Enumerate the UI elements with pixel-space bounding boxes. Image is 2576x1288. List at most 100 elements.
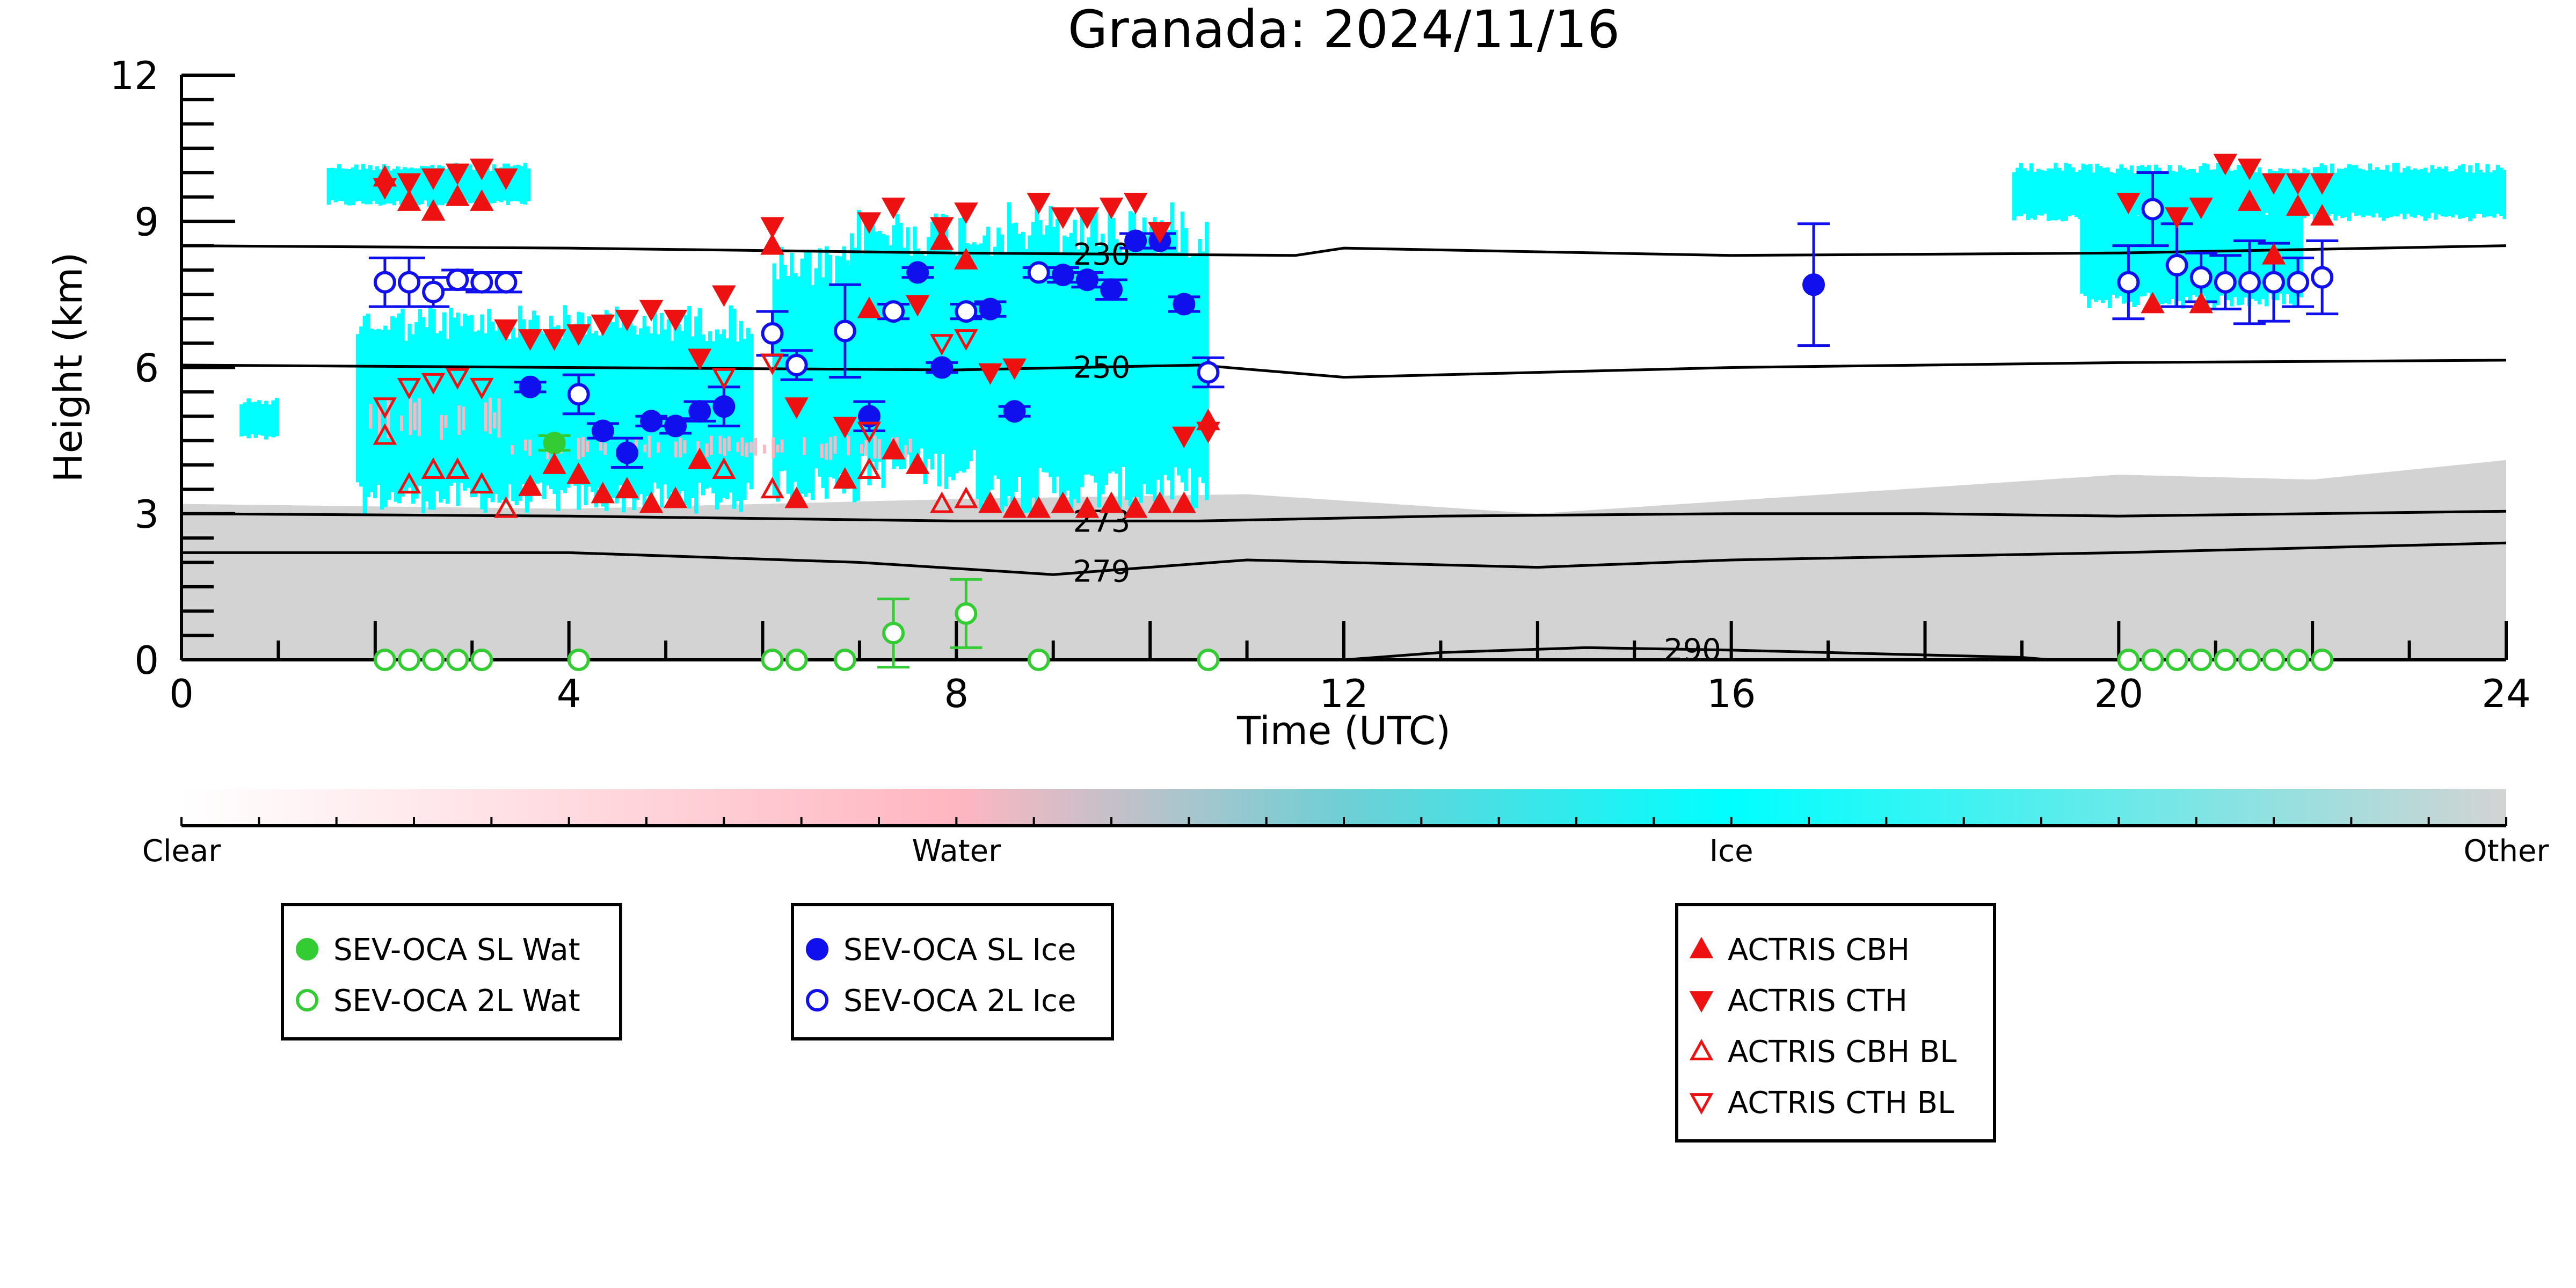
data-point	[397, 649, 420, 671]
ice-column	[2047, 168, 2051, 221]
data-point	[639, 300, 664, 322]
data-point	[998, 400, 1031, 423]
data-point	[1192, 356, 1225, 389]
water-streak	[674, 441, 678, 457]
ice-column	[1173, 229, 1178, 468]
marker	[881, 438, 906, 460]
marker	[906, 261, 929, 284]
ice-column	[2112, 173, 2116, 218]
data-point	[373, 397, 397, 419]
ice-column	[1191, 253, 1195, 513]
legend-label: SEV-OCA 2L Ice	[843, 984, 1076, 1018]
data-point	[683, 400, 716, 423]
marker	[1099, 198, 1124, 220]
ice-column	[397, 313, 402, 504]
data-point	[446, 649, 469, 671]
marker	[422, 649, 445, 671]
ice-column	[355, 334, 360, 483]
ice-column	[870, 225, 875, 462]
ice-column	[463, 314, 467, 491]
ice-column	[2305, 169, 2310, 216]
ice-column	[611, 322, 616, 498]
marker	[373, 423, 397, 445]
ice-column	[2090, 202, 2095, 300]
data-point	[659, 414, 692, 438]
water-streak	[860, 444, 863, 454]
water-streak	[409, 398, 412, 435]
ice-column	[447, 167, 452, 201]
data-point	[784, 397, 809, 419]
marker	[1197, 361, 1220, 384]
marker	[373, 649, 396, 671]
marker	[542, 329, 566, 351]
ice-column	[2257, 203, 2262, 305]
marker	[833, 649, 856, 671]
ice-column	[969, 244, 973, 461]
data-point	[950, 300, 983, 323]
ice-column	[2368, 163, 2373, 216]
marker	[397, 472, 421, 494]
ice-column	[1125, 244, 1129, 500]
data-point	[494, 496, 518, 518]
ice-column	[2257, 167, 2262, 220]
ice-column	[2160, 172, 2165, 215]
marker	[421, 373, 446, 395]
data-point	[470, 158, 494, 180]
ice-column	[2312, 167, 2317, 220]
ice-column	[2406, 166, 2410, 214]
marker	[688, 400, 711, 423]
marker	[905, 452, 930, 474]
ice-column	[2036, 169, 2041, 215]
ice-column	[885, 235, 889, 452]
ice-column	[2464, 172, 2469, 217]
ice-column	[979, 243, 984, 510]
data-point	[514, 375, 547, 398]
ice-column	[1118, 243, 1122, 513]
ice-column	[838, 256, 843, 474]
ice-column	[1069, 232, 1074, 513]
ice-column	[2440, 169, 2445, 216]
ice-column	[404, 340, 409, 492]
ice-column	[507, 339, 512, 485]
water-streak	[418, 398, 421, 436]
marker	[2287, 649, 2310, 671]
ice-column	[2396, 163, 2400, 217]
marker	[687, 348, 712, 370]
data-point	[1168, 293, 1200, 316]
ice-column	[895, 214, 900, 467]
ice-column	[2153, 201, 2157, 308]
ice-column	[2067, 164, 2072, 216]
data-point	[761, 649, 784, 671]
ice-column	[1163, 239, 1167, 475]
ice-column	[810, 285, 815, 500]
data-point	[828, 283, 861, 379]
water-streak	[457, 405, 461, 435]
ice-column	[368, 165, 373, 205]
ice-column	[615, 306, 619, 504]
marker	[1003, 400, 1026, 423]
data-point	[421, 457, 446, 479]
ice-column	[2164, 172, 2169, 219]
water-streak	[705, 443, 709, 457]
ice-column	[2029, 163, 2034, 219]
legend-label: ACTRIS CTH	[1728, 984, 1908, 1018]
data-point	[2165, 207, 2189, 229]
ice-column	[428, 308, 433, 510]
ice-column	[1021, 231, 1025, 514]
ice-column	[509, 166, 514, 202]
marker	[857, 212, 882, 234]
legend-item: SEV-OCA SL Wat	[296, 933, 580, 967]
data-point	[2306, 239, 2339, 316]
marker	[761, 322, 784, 345]
water-streak	[528, 439, 532, 456]
ice-column	[1146, 235, 1150, 494]
ice-column	[496, 168, 500, 201]
ice-column	[807, 250, 811, 493]
marker	[978, 363, 1002, 385]
marker	[1027, 496, 1051, 518]
ice-column	[1059, 253, 1063, 499]
marker	[882, 622, 905, 645]
ice-column	[2254, 172, 2258, 216]
ice-column	[2171, 171, 2175, 213]
ice-column	[1045, 225, 1050, 473]
